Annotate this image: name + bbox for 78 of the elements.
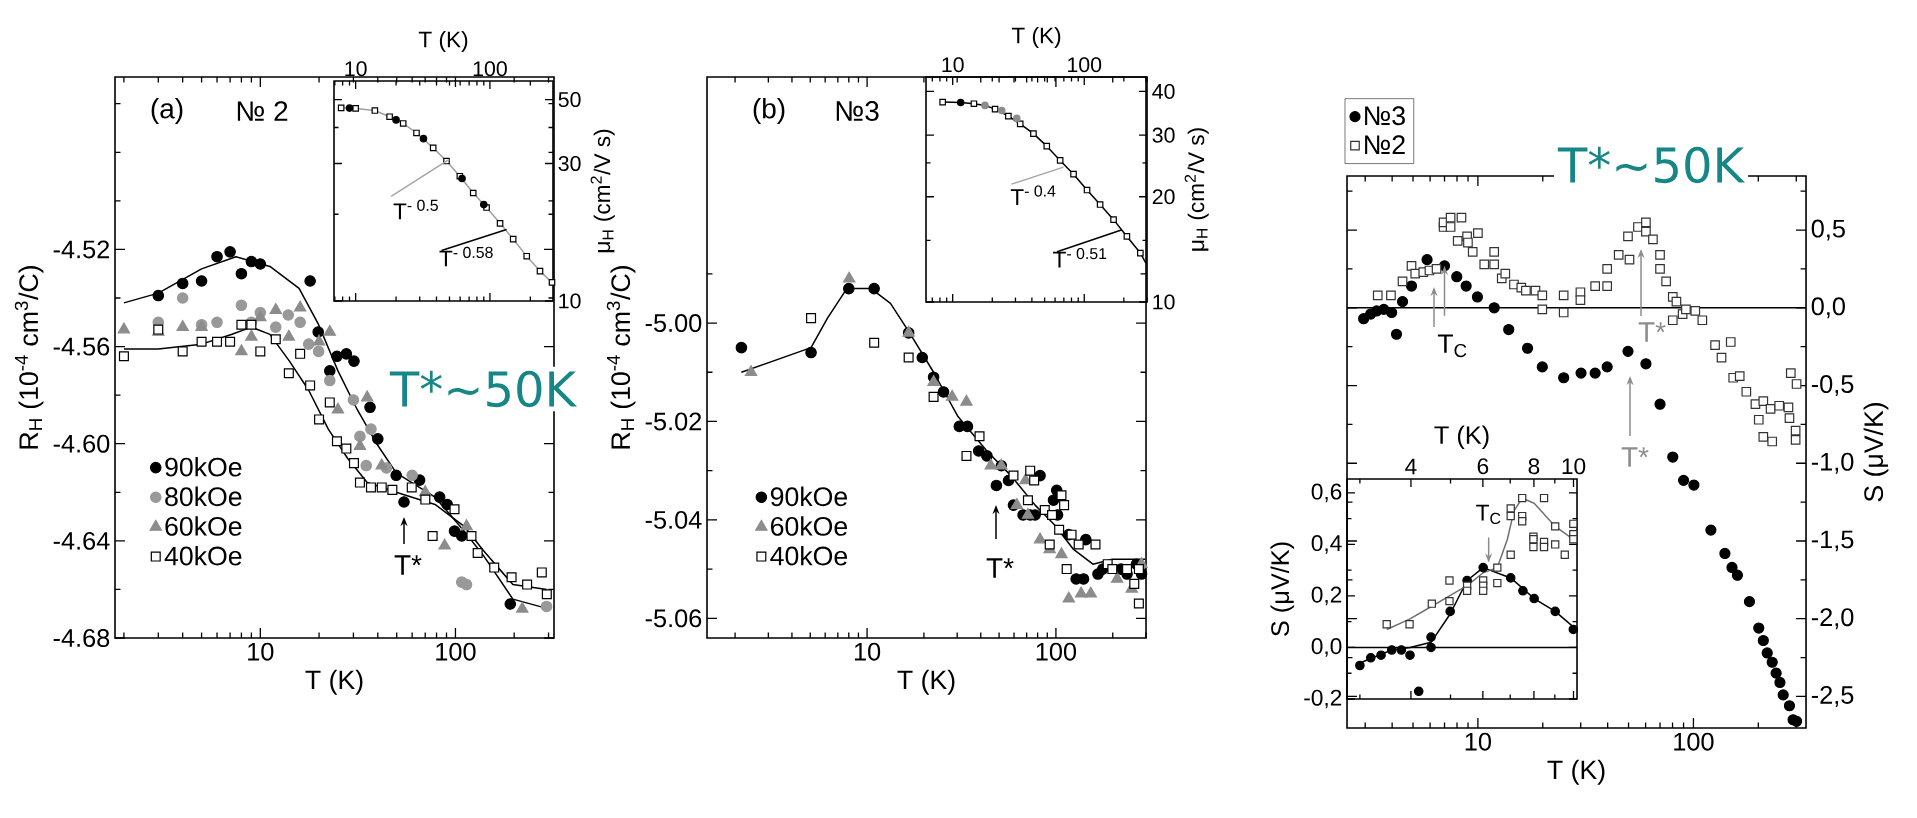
y-tick-label: 20 (1152, 189, 1175, 205)
x-axis-title: T (K) (1434, 425, 1489, 450)
legend-label: 80kOe (165, 486, 242, 507)
y-tick-label: -2,0 (1811, 608, 1854, 630)
y-tick-label: 30 (1152, 127, 1175, 143)
x-axis-title: T (K) (418, 30, 468, 53)
x-tick-label: 10 (248, 642, 274, 661)
y-tick-label: 0,4 (1311, 535, 1342, 554)
y-tick-label: -1,0 (1811, 452, 1854, 474)
legend-label: 40kOe (770, 545, 848, 566)
y-axis-title: μ$_{H}$ (cm$^{2}$/V s) (1184, 128, 1209, 251)
x-axis-title: T (K) (305, 669, 363, 695)
y-tick-label: 0,5 (1811, 219, 1845, 241)
y-tick-label: 0,0 (1811, 297, 1845, 319)
annotation: T* (394, 555, 422, 575)
x-axis-title: T (K) (897, 669, 955, 695)
annotation: T$_{C}$ (1437, 334, 1467, 358)
annotation: T$^{- 0.5}$ (393, 199, 438, 220)
y-tick-label: 0,0 (1311, 638, 1342, 657)
y-axis-title: μ$_{H}$ (cm$^{2}$/V s) (590, 129, 615, 253)
x-tick-label: 8 (1528, 458, 1540, 475)
annotation: T*~50K (1557, 146, 1746, 184)
x-tick-label: 10 (942, 57, 964, 73)
x-tick-label: 100 (1036, 642, 1077, 661)
x-tick-label: 10 (1562, 458, 1586, 475)
annotation: (a) (151, 97, 183, 125)
x-tick-label: 100 (436, 642, 476, 661)
y-tick-label: -4.68 (53, 629, 110, 647)
y-axis-title: R$_{H}$ (10$^{-4}$ cm$^{3}$/C) (606, 266, 636, 449)
y-tick-label: -0,5 (1811, 375, 1854, 396)
annotation: T$^{- 0.4}$ (1010, 185, 1056, 205)
y-tick-label: -4.60 (53, 434, 110, 453)
y-tick-label: -5.06 (645, 609, 702, 628)
y-tick-label: -0,2 (1304, 689, 1342, 709)
y-tick-label: 40 (1152, 83, 1175, 100)
legend-label: 60kOe (771, 516, 848, 536)
annotation: T$^{- 0.58}$ (439, 246, 493, 267)
legend-label: №2 (1365, 135, 1405, 154)
annotation: T$^{- 0.51}$ (1053, 247, 1107, 268)
y-tick-label: 0,2 (1311, 586, 1342, 606)
y-tick-label: -4.56 (53, 337, 110, 356)
legend-label: 90kOe (165, 456, 242, 477)
x-axis-title: T (K) (1547, 759, 1605, 785)
x-tick-label: 4 (1405, 458, 1417, 475)
y-tick-label: 10 (559, 293, 581, 309)
annotation: T$_{C}$ (1476, 504, 1501, 525)
x-axis-title: T (K) (1011, 26, 1061, 49)
legend-label: 60kOe (165, 516, 242, 536)
y-axis-title: S (μV/K) (1863, 403, 1889, 502)
annotation: T* (1621, 447, 1649, 467)
annotation: (b) (753, 97, 785, 125)
y-tick-label: -2,5 (1811, 685, 1854, 707)
annotation: T*~50K (389, 370, 578, 408)
x-tick-label: 100 (473, 61, 507, 77)
x-tick-label: 6 (1477, 458, 1489, 475)
legend-label: 40kOe (164, 545, 242, 566)
y-tick-label: 50 (558, 92, 581, 108)
y-axis-title: R$_{H}$ (10$^{-4}$ cm$^{3}$/C) (14, 266, 44, 449)
y-axis-title: S (μV/K) (1270, 542, 1295, 636)
annotation: T* (986, 558, 1014, 578)
y-tick-label: -5.02 (645, 412, 702, 431)
x-tick-label: 10 (854, 642, 881, 661)
x-tick-label: 10 (345, 61, 367, 77)
y-tick-label: 0,6 (1311, 483, 1342, 503)
legend-label: №3 (1365, 106, 1405, 126)
y-tick-label: -4.52 (53, 240, 110, 259)
y-tick-label: 30 (558, 155, 581, 172)
annotation: № 2 (237, 101, 288, 121)
annotation: №3 (836, 101, 879, 121)
y-tick-label: -5.00 (645, 314, 702, 333)
x-tick-label: 100 (1068, 57, 1102, 73)
x-tick-label: 100 (1674, 732, 1714, 751)
y-tick-label: -1,5 (1811, 530, 1854, 552)
y-tick-label: 10 (1153, 294, 1175, 310)
y-tick-label: -4.64 (53, 531, 110, 550)
legend-label: 90kOe (770, 486, 848, 507)
y-tick-label: -5.04 (645, 510, 702, 529)
annotation: T* (1638, 322, 1666, 342)
